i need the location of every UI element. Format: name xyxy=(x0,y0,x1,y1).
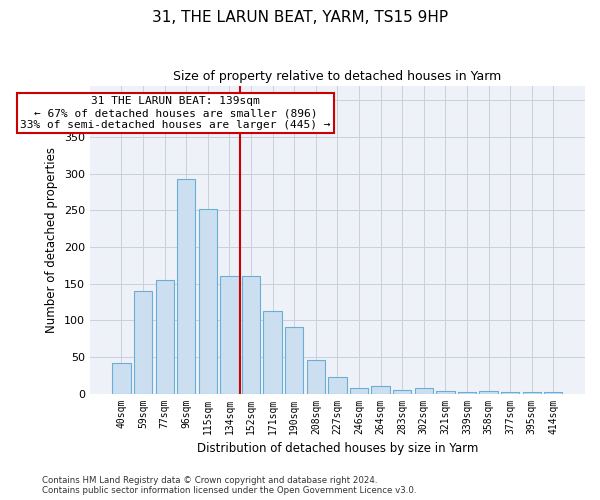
Bar xyxy=(523,392,541,394)
Bar xyxy=(220,276,239,394)
Bar xyxy=(458,392,476,394)
X-axis label: Distribution of detached houses by size in Yarm: Distribution of detached houses by size … xyxy=(197,442,478,455)
Bar xyxy=(155,280,174,394)
Bar xyxy=(112,363,131,394)
Y-axis label: Number of detached properties: Number of detached properties xyxy=(45,146,58,332)
Bar xyxy=(371,386,390,394)
Bar xyxy=(328,376,347,394)
Text: 31 THE LARUN BEAT: 139sqm
← 67% of detached houses are smaller (896)
33% of semi: 31 THE LARUN BEAT: 139sqm ← 67% of detac… xyxy=(20,96,331,130)
Bar xyxy=(544,392,562,394)
Bar xyxy=(393,390,412,394)
Bar xyxy=(501,392,520,394)
Bar xyxy=(350,388,368,394)
Bar xyxy=(479,390,498,394)
Bar xyxy=(436,392,455,394)
Title: Size of property relative to detached houses in Yarm: Size of property relative to detached ho… xyxy=(173,70,502,83)
Text: Contains HM Land Registry data © Crown copyright and database right 2024.
Contai: Contains HM Land Registry data © Crown c… xyxy=(42,476,416,495)
Bar xyxy=(285,327,304,394)
Text: 31, THE LARUN BEAT, YARM, TS15 9HP: 31, THE LARUN BEAT, YARM, TS15 9HP xyxy=(152,10,448,25)
Bar xyxy=(307,360,325,394)
Bar xyxy=(134,291,152,394)
Bar xyxy=(199,210,217,394)
Bar xyxy=(415,388,433,394)
Bar xyxy=(263,310,282,394)
Bar xyxy=(177,180,196,394)
Bar xyxy=(242,276,260,394)
